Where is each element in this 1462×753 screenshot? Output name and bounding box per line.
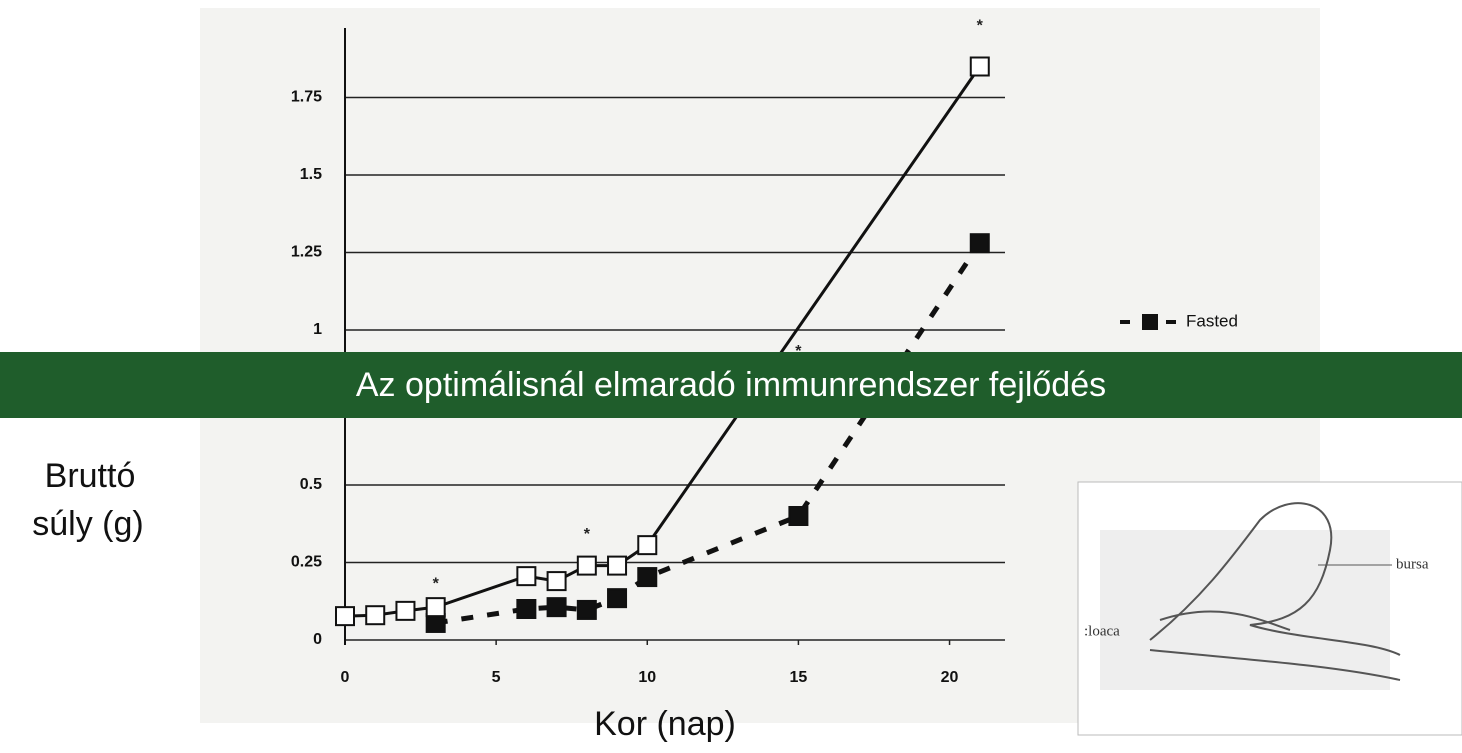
data-point bbox=[971, 58, 989, 76]
inset-label: bursa bbox=[1396, 556, 1429, 572]
y-tick-label: 0.5 bbox=[300, 476, 322, 493]
data-point bbox=[608, 557, 626, 575]
data-point bbox=[578, 557, 596, 575]
data-point bbox=[608, 589, 626, 607]
y-tick-label: 1.75 bbox=[291, 89, 322, 106]
data-point bbox=[638, 536, 656, 554]
data-point bbox=[517, 567, 535, 585]
x-tick-label: 0 bbox=[341, 669, 350, 686]
x-tick-label: 10 bbox=[638, 669, 656, 686]
x-tick-label: 5 bbox=[492, 669, 501, 686]
x-tick-label: 15 bbox=[790, 669, 808, 686]
y-tick-label: 1.25 bbox=[291, 244, 322, 261]
page: {"chart_data": {"type": "line", "title":… bbox=[0, 0, 1462, 753]
data-point bbox=[789, 507, 807, 525]
y-tick-label: 1 bbox=[313, 321, 322, 338]
y-tick-label: 0.25 bbox=[291, 554, 322, 571]
slide: 00.250.50.7511.251.51.7505101520****Fast… bbox=[0, 0, 1462, 753]
legend-marker bbox=[1143, 315, 1157, 329]
significance-mark: * bbox=[433, 575, 440, 592]
significance-mark: * bbox=[977, 17, 984, 34]
x-axis-label: Kor (nap) bbox=[594, 705, 736, 743]
chart-title: Az optimálisnál elmaradó immunrendszer f… bbox=[356, 366, 1106, 404]
y-tick-label: 1.5 bbox=[300, 166, 322, 183]
data-point bbox=[366, 606, 384, 624]
inset-image: bursa :loaca bbox=[1078, 482, 1462, 735]
data-point bbox=[517, 600, 535, 618]
data-point bbox=[396, 602, 414, 620]
y-axis-label: Bruttó bbox=[45, 457, 136, 495]
data-point bbox=[427, 598, 445, 616]
data-point bbox=[548, 572, 566, 590]
inset-shading bbox=[1100, 530, 1390, 690]
data-point bbox=[336, 607, 354, 625]
data-point bbox=[971, 234, 989, 252]
y-axis-label: súly (g) bbox=[32, 505, 143, 543]
y-tick-label: 0 bbox=[313, 631, 322, 648]
legend-label: Fasted bbox=[1186, 311, 1238, 330]
data-point bbox=[548, 598, 566, 616]
significance-mark: * bbox=[584, 526, 591, 543]
inset-label: :loaca bbox=[1084, 623, 1120, 639]
data-point bbox=[638, 568, 656, 586]
data-point bbox=[578, 601, 596, 619]
x-tick-label: 20 bbox=[941, 669, 959, 686]
